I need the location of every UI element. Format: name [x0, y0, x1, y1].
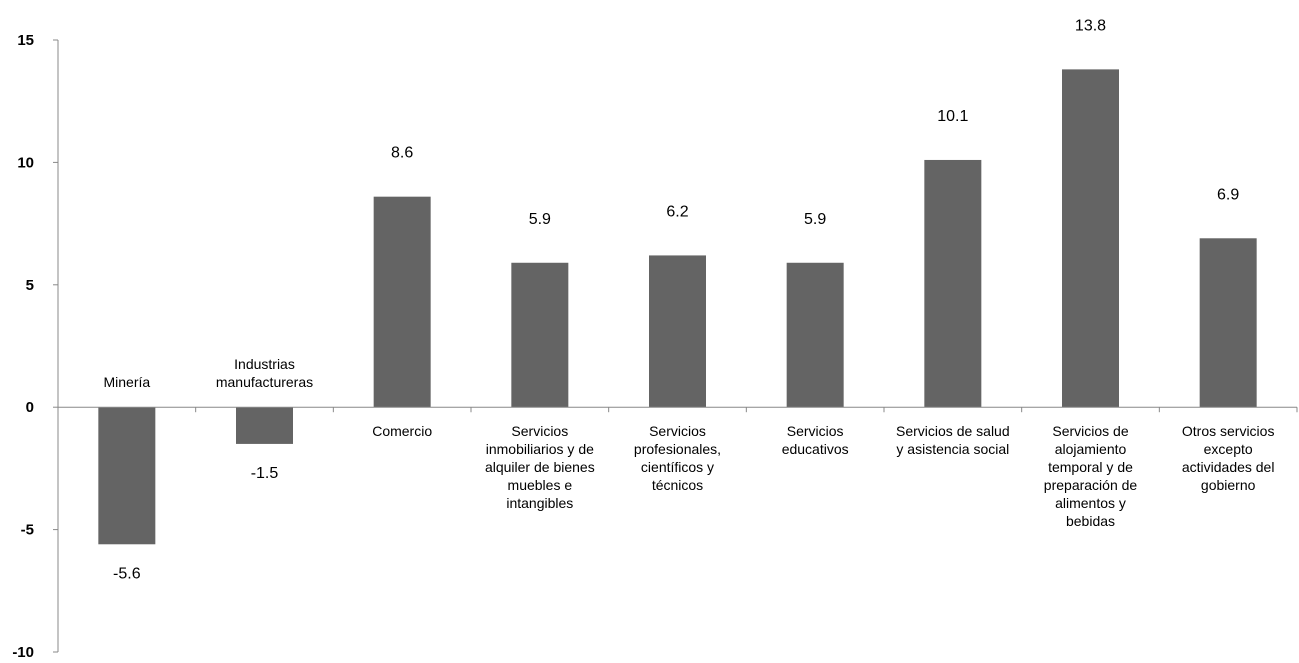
data-label: 6.9 [1217, 186, 1239, 203]
y-tick-label: 0 [26, 399, 34, 416]
category-label-line: Minería [103, 374, 150, 390]
y-tick-label: 10 [17, 154, 34, 171]
category-label-line: profesionales, [634, 441, 721, 457]
category-label-line: Industrias [234, 356, 295, 372]
y-axis: 15 10 5 0 -5 -10 [12, 32, 59, 661]
category-label-line: Servicios [787, 423, 844, 439]
data-label: 6.2 [666, 203, 688, 220]
category-label: Servicios de alojamiento temporal y de prep… [1044, 423, 1138, 529]
data-label: 8.6 [391, 145, 413, 162]
data-label: -1.5 [251, 465, 279, 482]
category-label-line: Comercio [372, 423, 432, 439]
bar [98, 407, 156, 545]
category-label-line: intangibles [506, 495, 573, 511]
category-label: Servicios inmobiliarios y de alquiler de b… [485, 423, 595, 511]
bar [786, 262, 844, 408]
category-label: Comercio [372, 423, 432, 439]
category-label-line: educativos [782, 441, 849, 457]
y-tick-label: 15 [17, 32, 34, 49]
category-label-line: Servicios de salud [896, 423, 1010, 439]
data-label: 5.9 [804, 211, 826, 228]
y-tick-label: 5 [26, 277, 34, 294]
data-label: 13.8 [1075, 17, 1106, 34]
category-label: Minería [103, 374, 150, 390]
data-label: 5.9 [529, 211, 551, 228]
category-label-line: actividades del [1182, 459, 1275, 475]
category-label-line: muebles e [508, 477, 573, 493]
category-label-line: técnicos [652, 477, 703, 493]
category-label-line: manufactureras [216, 374, 313, 390]
category-label-line: preparación de [1044, 477, 1138, 493]
category-label-line: Servicios [649, 423, 706, 439]
category-label-line: y asistencia social [896, 441, 1009, 457]
category-label: Servicios educativos [782, 423, 849, 457]
category-label-line: Servicios [511, 423, 568, 439]
bar [924, 159, 982, 408]
category-label: Otros servicios excepto actividades del gob… [1182, 423, 1275, 493]
category-label-line: alimentos y [1055, 495, 1126, 511]
bar [236, 407, 293, 444]
labels: Minería -5.6 Industrias manufactureras -1.5 C… [103, 17, 1274, 582]
category-label-line: temporal y de [1048, 459, 1133, 475]
y-tick-label: -5 [21, 522, 34, 539]
category-label-line: Otros servicios [1182, 423, 1275, 439]
category-label-line: gobierno [1201, 477, 1256, 493]
category-label-line: excepto [1204, 441, 1253, 457]
bar [373, 196, 431, 408]
x-axis [57, 406, 1298, 413]
y-tick-label: -10 [12, 644, 34, 661]
bar [1199, 238, 1257, 408]
category-label-line: Servicios de [1052, 423, 1128, 439]
bars [98, 69, 1257, 545]
category-label: Servicios de salud y asistencia social [896, 423, 1010, 457]
data-label: 10.1 [937, 108, 968, 125]
category-label: Industrias manufactureras [216, 356, 313, 390]
category-label-line: inmobiliarios y de [486, 441, 594, 457]
bar [511, 262, 569, 408]
category-label: Servicios profesionales, científicos y técn… [634, 423, 721, 493]
bar [649, 255, 706, 408]
category-label-line: bebidas [1066, 513, 1115, 529]
bar [1062, 69, 1119, 408]
category-label-line: científicos y [641, 459, 714, 475]
category-label-line: alojamiento [1055, 441, 1127, 457]
data-label: -5.6 [113, 565, 141, 582]
category-label-line: alquiler de bienes [485, 459, 595, 475]
